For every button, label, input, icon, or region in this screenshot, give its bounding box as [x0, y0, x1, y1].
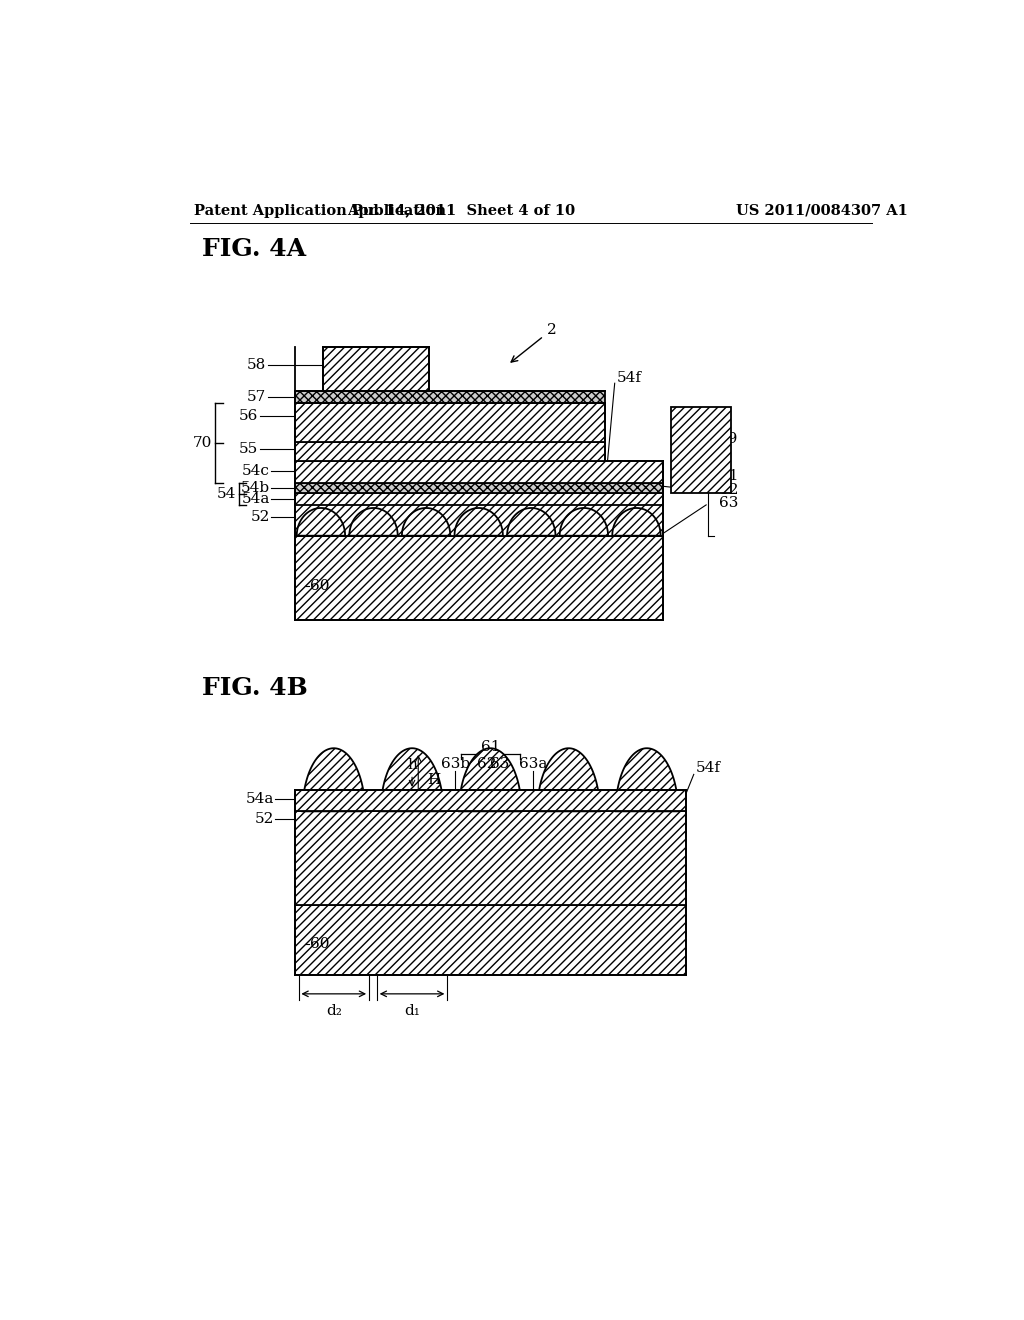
Text: 52: 52: [251, 511, 270, 524]
Text: 70: 70: [193, 437, 212, 450]
Bar: [295, 442, 604, 461]
Bar: [671, 407, 731, 494]
Text: 63a: 63a: [519, 758, 548, 771]
Polygon shape: [507, 508, 555, 536]
Polygon shape: [302, 748, 366, 812]
Text: US 2011/0084307 A1: US 2011/0084307 A1: [735, 203, 907, 218]
Text: 61: 61: [719, 470, 738, 483]
Text: 52: 52: [254, 812, 273, 826]
Bar: [295, 789, 686, 812]
Bar: [295, 461, 663, 483]
Text: 62: 62: [719, 483, 738, 496]
Text: 54a: 54a: [242, 492, 270, 506]
Bar: [295, 812, 686, 906]
Text: Patent Application Publication: Patent Application Publication: [194, 203, 445, 218]
Text: d₂: d₂: [326, 1003, 342, 1018]
Text: 54b: 54b: [241, 480, 270, 495]
Bar: [295, 906, 686, 974]
Text: d₁: d₁: [404, 1003, 420, 1018]
Polygon shape: [349, 508, 397, 536]
Polygon shape: [297, 508, 345, 536]
Bar: [295, 404, 604, 442]
Text: 57: 57: [247, 391, 266, 404]
Text: 54f: 54f: [695, 762, 720, 775]
Text: 54a: 54a: [246, 792, 273, 807]
Text: 54c: 54c: [242, 465, 270, 478]
Text: 54f: 54f: [616, 371, 641, 385]
Text: H: H: [428, 772, 440, 787]
Text: 56: 56: [239, 409, 258, 424]
Text: h: h: [408, 758, 417, 772]
Bar: [295, 789, 686, 812]
Text: 55: 55: [239, 442, 258, 457]
Bar: [295, 494, 663, 536]
Text: 60: 60: [310, 578, 330, 593]
Polygon shape: [612, 508, 660, 536]
Text: FIG. 4A: FIG. 4A: [202, 238, 306, 261]
Text: FIG. 4B: FIG. 4B: [202, 676, 307, 700]
Text: 59: 59: [719, 433, 738, 446]
Text: 62: 62: [476, 758, 497, 771]
Bar: [295, 483, 663, 494]
Bar: [295, 536, 663, 620]
Bar: [324, 347, 429, 391]
Polygon shape: [459, 748, 521, 812]
Polygon shape: [615, 748, 678, 812]
Text: 60: 60: [310, 937, 330, 950]
Bar: [295, 391, 604, 404]
Text: Apr. 14, 2011  Sheet 4 of 10: Apr. 14, 2011 Sheet 4 of 10: [347, 203, 575, 218]
Text: 54: 54: [217, 487, 237, 502]
Bar: [295, 494, 663, 506]
Polygon shape: [401, 508, 451, 536]
Text: 58: 58: [247, 358, 266, 372]
Bar: [295, 494, 663, 506]
Polygon shape: [538, 748, 600, 812]
Text: 63b: 63b: [440, 758, 470, 771]
Text: 2: 2: [511, 323, 556, 362]
Text: 63: 63: [490, 758, 509, 771]
Polygon shape: [455, 508, 503, 536]
Polygon shape: [560, 508, 608, 536]
Text: 63: 63: [719, 495, 738, 510]
Text: 61: 61: [480, 739, 500, 754]
Polygon shape: [381, 748, 443, 812]
